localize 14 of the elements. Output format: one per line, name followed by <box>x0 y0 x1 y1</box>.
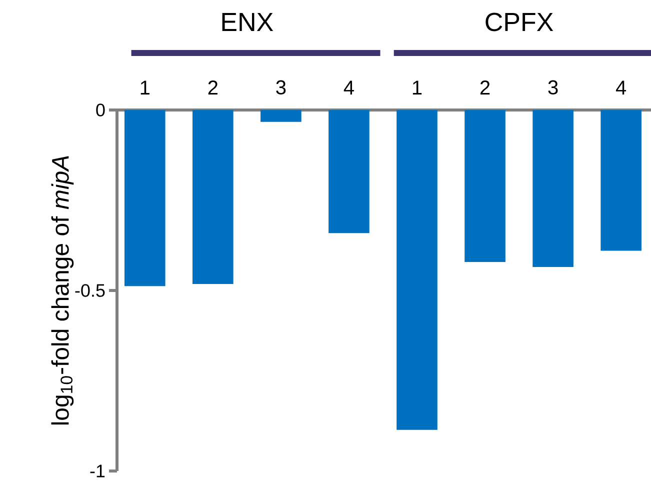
x-tick-label: 4 <box>344 80 354 94</box>
y-tick-label: -0.5 <box>75 284 105 297</box>
x-tick-label: 4 <box>616 80 626 94</box>
x-tick-label: 2 <box>208 80 218 94</box>
text: CPFX <box>486 12 554 32</box>
y-axis-title: log$_{10}$-fold change of mipA <box>51 156 74 425</box>
x-tick-label: 3 <box>276 80 286 94</box>
x-tick-label: 1 <box>412 80 422 94</box>
text: ENX <box>222 13 274 31</box>
y-tick-label: 0 <box>96 104 105 116</box>
x-tick-label: 3 <box>548 80 558 94</box>
x-tick-label: 1 <box>140 80 150 94</box>
y-tick-label: -1 <box>90 464 105 478</box>
x-tick-label: 2 <box>480 80 490 94</box>
